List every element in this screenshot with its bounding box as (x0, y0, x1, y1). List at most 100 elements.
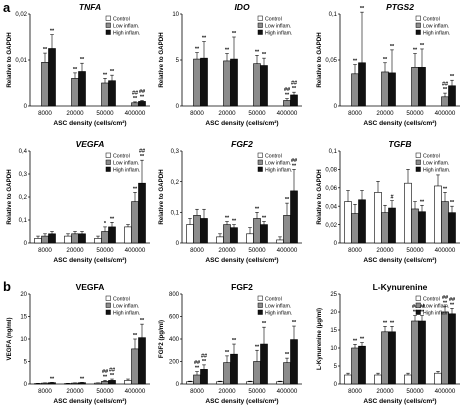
legend-swatch (258, 303, 263, 308)
y-axis-label: Relative to GAPDH (158, 169, 165, 225)
legend-swatch (258, 167, 263, 172)
bar (389, 73, 396, 106)
significance-label: ** (255, 206, 260, 212)
bar (405, 183, 412, 243)
significance-label: ** (50, 376, 55, 382)
y-tick-label: 25 (330, 292, 337, 298)
significance-label: ## (201, 353, 207, 359)
bar (132, 202, 139, 243)
x-tick-label: 50000 (406, 247, 424, 254)
legend-swatch (416, 310, 421, 315)
significance-label: ** (292, 86, 297, 92)
bar (79, 234, 86, 243)
x-tick-label: 50000 (96, 110, 114, 117)
y-tick-label: 5 (176, 58, 180, 64)
legend-swatch (106, 296, 111, 301)
significance-label: # (390, 195, 393, 201)
bar (412, 321, 419, 384)
legend-label: Low inflam. (423, 303, 449, 309)
significance-label: ** (140, 94, 145, 100)
y-tick-label: 0,05 (325, 58, 337, 64)
significance-label: ** (195, 366, 200, 372)
bar (442, 202, 449, 243)
significance-label: ** (255, 344, 260, 350)
significance-label: ## (442, 82, 448, 88)
significance-label: ## (139, 149, 145, 155)
legend-label: Control (423, 16, 440, 22)
bar (42, 383, 49, 384)
x-tick-label: 20000 (376, 247, 394, 254)
x-axis-label: ASC density (cells/cm²) (53, 257, 126, 264)
legend-swatch (416, 30, 421, 35)
significance-label: ## (442, 295, 448, 301)
bar (254, 362, 261, 385)
bar (65, 236, 72, 243)
legend-swatch (416, 23, 421, 28)
y-axis-label: Relative to GAPDH (316, 169, 323, 225)
y-tick-label: 0 (176, 241, 180, 247)
significance-label: ** (390, 320, 395, 326)
bar (345, 202, 352, 243)
bar (42, 236, 49, 243)
bar (49, 383, 56, 384)
x-tick-label: 50000 (248, 388, 266, 395)
bar (442, 97, 449, 106)
y-tick-label: 0 (24, 382, 28, 388)
x-tick-label: 400000 (125, 110, 146, 117)
legend-swatch (416, 303, 421, 308)
significance-label: ** (73, 67, 78, 73)
y-axis-label: Relative to GAPDH (316, 32, 323, 88)
significance-label: ## (132, 90, 138, 96)
y-axis-label: L-Kynurenine (µg/ml) (316, 308, 323, 370)
legend-label: Low inflam. (113, 160, 139, 166)
significance-label: ** (383, 57, 388, 63)
bar (194, 59, 201, 106)
significance-label: ** (225, 48, 230, 54)
bar (261, 225, 268, 243)
bar (375, 192, 382, 243)
x-tick-label: 400000 (125, 247, 146, 254)
significance-label: * (104, 221, 107, 227)
x-tick-label: 400000 (277, 388, 298, 395)
bar (72, 383, 79, 384)
x-tick-label: 50000 (96, 388, 114, 395)
bar (291, 95, 298, 106)
bar (291, 191, 298, 243)
legend-label: Control (423, 153, 440, 159)
bar (194, 375, 201, 384)
y-tick-label: 0,2 (19, 195, 28, 201)
legend-swatch (106, 153, 111, 158)
legend-label: Control (423, 296, 440, 302)
bar (79, 383, 86, 384)
significance-label: ** (110, 216, 115, 222)
y-tick-label: 10 (20, 337, 27, 343)
y-tick-label: 10 (172, 12, 179, 18)
y-tick-label: 0,04 (325, 204, 337, 210)
x-tick-label: 20000 (66, 388, 84, 395)
significance-label: ** (225, 216, 230, 222)
legend-label: Control (265, 16, 282, 22)
chart-title: PTGS2 (386, 2, 414, 12)
x-axis-label: ASC density (cells/cm²) (53, 398, 126, 405)
significance-label: ** (232, 31, 237, 37)
x-tick-label: 8000 (348, 388, 362, 395)
x-axis-label: ASC density (cells/cm²) (53, 120, 126, 127)
bar (284, 363, 291, 384)
y-tick-label: 0,02 (15, 12, 27, 18)
chart-title: IDO (234, 2, 250, 12)
bar (291, 340, 298, 384)
bar (247, 234, 254, 243)
x-tick-label: 400000 (277, 247, 298, 254)
bar (412, 67, 419, 106)
significance-label: ## (194, 360, 200, 366)
bar (217, 382, 224, 384)
legend-swatch (258, 296, 263, 301)
legend-label: Control (113, 296, 130, 302)
x-tick-label: 8000 (190, 110, 204, 117)
y-tick-label: 0 (24, 241, 28, 247)
